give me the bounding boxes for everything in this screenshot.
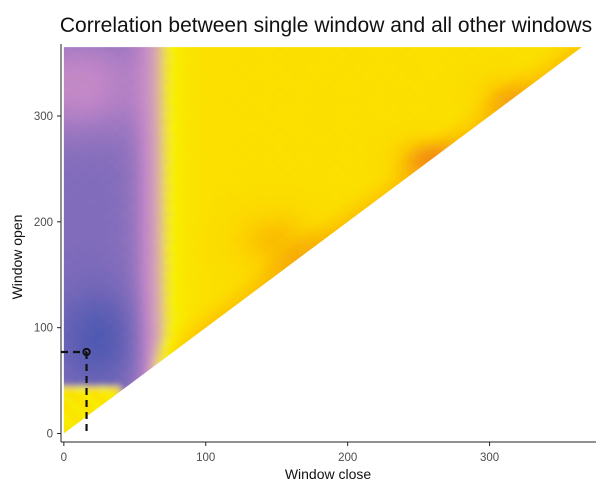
x-tick-label: 100: [196, 452, 215, 464]
y-tick-label: 200: [34, 217, 53, 229]
x-tick-label: 0: [61, 452, 67, 464]
y-tick-label: 100: [34, 323, 53, 335]
highlight-point: [82, 347, 91, 357]
y-tick-label: 0: [47, 429, 53, 441]
highlight-marker: [61, 347, 91, 436]
y-axis-label: Window open: [9, 215, 25, 300]
x-tick-label: 300: [480, 452, 499, 464]
axes: 0 100 200 300 0 100 200 300: [34, 44, 596, 464]
y-tick-label: 300: [34, 111, 53, 123]
y-axis-ticks: 0 100 200 300: [34, 111, 61, 441]
heatmap: [63, 47, 582, 434]
x-axis-label: Window close: [285, 466, 372, 482]
chart-title: Correlation between single window and al…: [60, 14, 592, 37]
x-axis-ticks: 0 100 200 300: [61, 442, 499, 464]
x-tick-label: 200: [338, 452, 357, 464]
